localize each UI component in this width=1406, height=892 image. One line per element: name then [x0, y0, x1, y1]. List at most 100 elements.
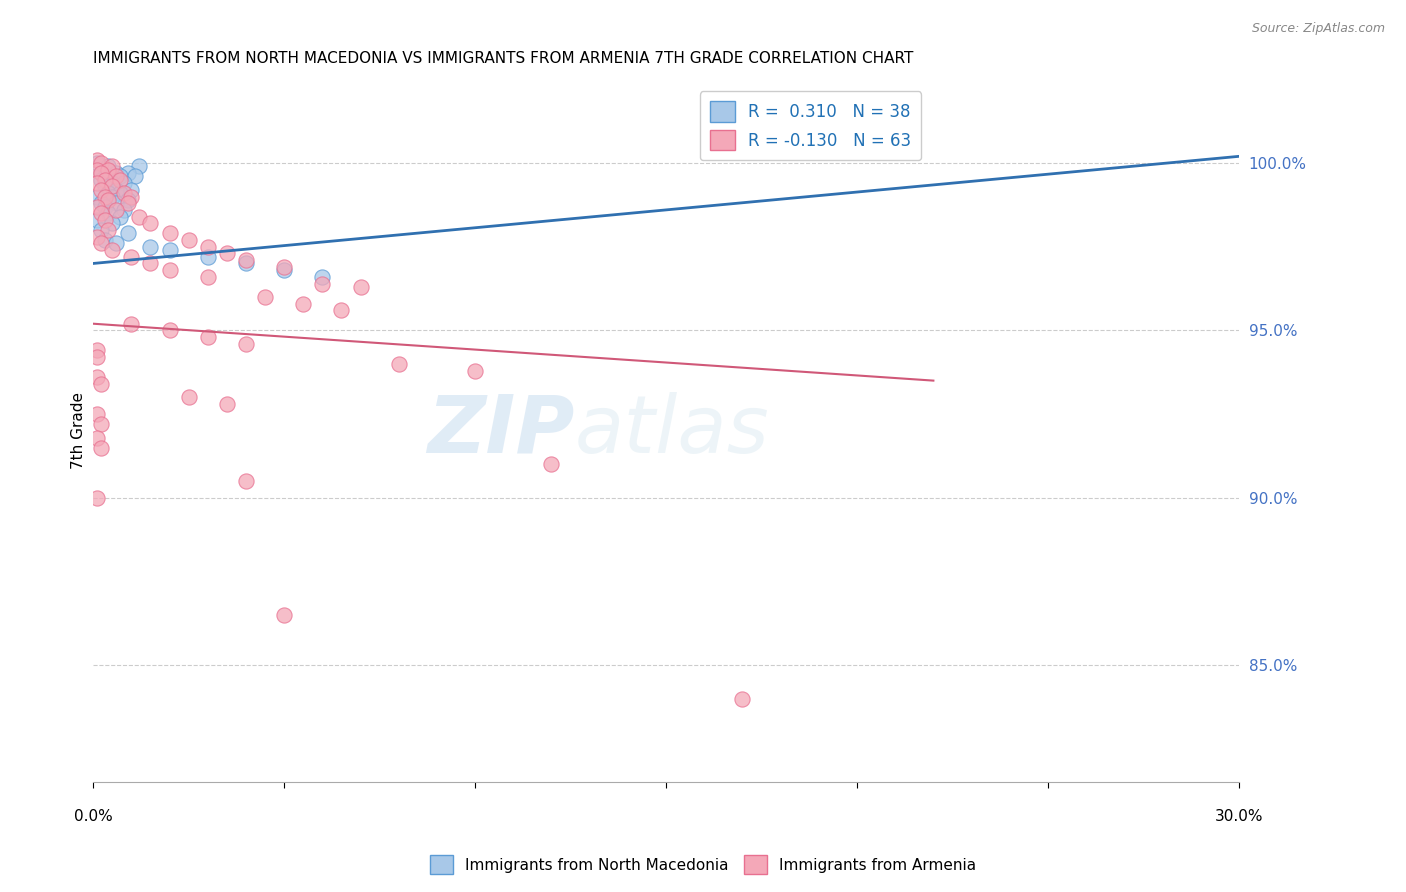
Point — [117, 196, 139, 211]
Point — [273, 607, 295, 622]
Point — [93, 173, 115, 187]
Point — [101, 176, 124, 190]
Point — [101, 160, 124, 174]
Point — [139, 256, 162, 270]
Point — [112, 176, 135, 190]
Text: IMMIGRANTS FROM NORTH MACEDONIA VS IMMIGRANTS FROM ARMENIA 7TH GRADE CORRELATION: IMMIGRANTS FROM NORTH MACEDONIA VS IMMIG… — [93, 51, 914, 66]
Point — [120, 183, 142, 197]
Point — [273, 260, 295, 274]
Point — [86, 430, 108, 444]
Point — [540, 458, 562, 472]
Point — [93, 179, 115, 194]
Point — [97, 193, 120, 207]
Text: 0.0%: 0.0% — [73, 809, 112, 824]
Point — [254, 290, 277, 304]
Point — [86, 213, 108, 227]
Point — [90, 376, 112, 391]
Point — [108, 210, 131, 224]
Point — [93, 189, 115, 203]
Point — [93, 213, 115, 227]
Point — [120, 250, 142, 264]
Point — [235, 474, 257, 488]
Point — [197, 330, 219, 344]
Point — [90, 223, 112, 237]
Point — [90, 183, 112, 197]
Point — [90, 417, 112, 431]
Point — [108, 173, 131, 187]
Point — [86, 156, 108, 170]
Point — [273, 263, 295, 277]
Point — [197, 250, 219, 264]
Point — [86, 162, 108, 177]
Point — [101, 179, 124, 194]
Point — [120, 317, 142, 331]
Point — [101, 216, 124, 230]
Text: ZIP: ZIP — [427, 392, 575, 470]
Point — [86, 350, 108, 364]
Point — [117, 166, 139, 180]
Point — [90, 166, 112, 180]
Point — [197, 269, 219, 284]
Point — [159, 263, 181, 277]
Point — [90, 206, 112, 220]
Point — [86, 343, 108, 358]
Point — [139, 240, 162, 254]
Point — [235, 336, 257, 351]
Point — [117, 193, 139, 207]
Point — [105, 183, 128, 197]
Point — [97, 186, 120, 201]
Point — [159, 243, 181, 257]
Point — [128, 210, 150, 224]
Point — [86, 370, 108, 384]
Y-axis label: 7th Grade: 7th Grade — [72, 392, 86, 469]
Point — [101, 243, 124, 257]
Point — [235, 256, 257, 270]
Point — [86, 176, 108, 190]
Point — [311, 269, 333, 284]
Point — [86, 153, 108, 167]
Point — [86, 407, 108, 421]
Point — [235, 253, 257, 268]
Point — [197, 240, 219, 254]
Point — [97, 206, 120, 220]
Point — [159, 227, 181, 241]
Point — [105, 196, 128, 211]
Point — [105, 236, 128, 251]
Point — [90, 166, 112, 180]
Point — [97, 162, 120, 177]
Point — [93, 233, 115, 247]
Point — [90, 156, 112, 170]
Point — [215, 397, 238, 411]
Point — [731, 691, 754, 706]
Point — [112, 186, 135, 201]
Point — [105, 166, 128, 180]
Point — [93, 200, 115, 214]
Point — [159, 323, 181, 337]
Point — [105, 202, 128, 217]
Point — [86, 200, 108, 214]
Point — [105, 169, 128, 184]
Point — [177, 390, 200, 404]
Point — [90, 441, 112, 455]
Point — [139, 216, 162, 230]
Point — [330, 303, 353, 318]
Text: 30.0%: 30.0% — [1215, 809, 1263, 824]
Point — [311, 277, 333, 291]
Point — [117, 227, 139, 241]
Point — [112, 202, 135, 217]
Point — [86, 229, 108, 244]
Point — [124, 169, 146, 184]
Point — [120, 189, 142, 203]
Point — [464, 363, 486, 377]
Point — [97, 160, 120, 174]
Point — [292, 296, 315, 310]
Legend: Immigrants from North Macedonia, Immigrants from Armenia: Immigrants from North Macedonia, Immigra… — [423, 849, 983, 880]
Text: Source: ZipAtlas.com: Source: ZipAtlas.com — [1251, 22, 1385, 36]
Point — [349, 280, 371, 294]
Point — [388, 357, 411, 371]
Point — [90, 196, 112, 211]
Point — [90, 236, 112, 251]
Point — [86, 189, 108, 203]
Point — [101, 189, 124, 203]
Point — [177, 233, 200, 247]
